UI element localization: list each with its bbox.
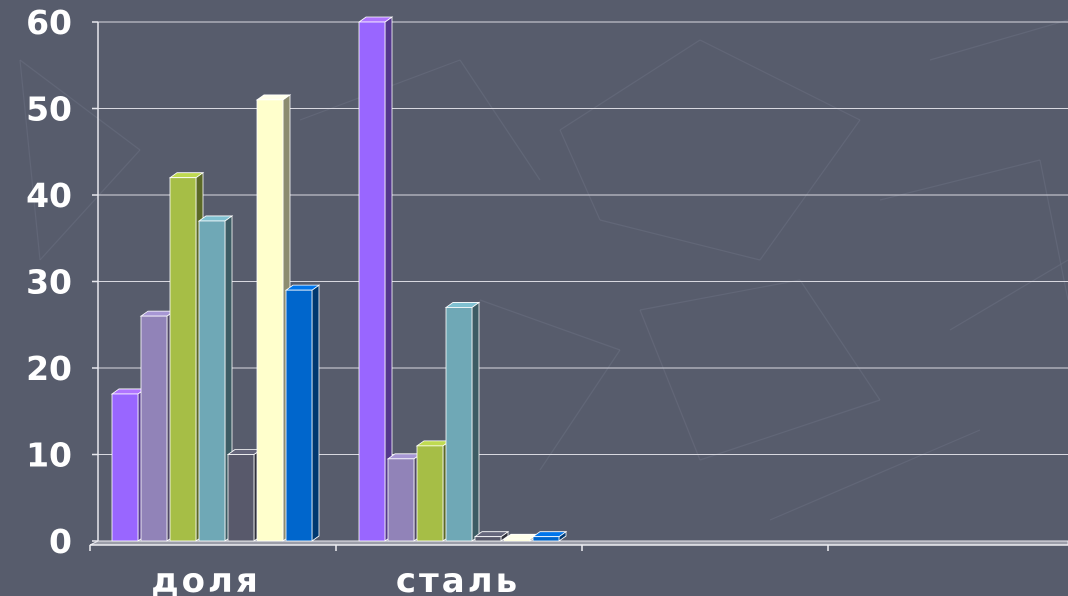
bar [139, 310, 176, 542]
bar-front [532, 536, 560, 542]
decoration-line [539, 349, 621, 471]
bar-front [198, 220, 226, 542]
x-tick-label: доля [151, 561, 261, 596]
decoration-line [949, 259, 1068, 331]
bar [110, 388, 147, 542]
bar [255, 94, 292, 542]
y-tick-label: 40 [26, 176, 72, 215]
bar-front [387, 458, 415, 542]
decoration-line [599, 219, 761, 261]
bar [386, 453, 423, 542]
bar [444, 301, 481, 542]
decoration-line [799, 279, 881, 401]
bar [531, 530, 568, 542]
decoration-line [699, 39, 861, 121]
y-tick-label: 50 [26, 90, 72, 129]
bar-front [358, 21, 386, 542]
x-axis-labels: доля сталь [151, 561, 520, 596]
decoration-line [459, 59, 541, 181]
axes [89, 21, 1068, 551]
bar-front [140, 315, 168, 542]
bar-side [471, 301, 480, 542]
decoration-line [639, 279, 801, 311]
decoration-line [699, 399, 881, 461]
bar [357, 16, 394, 542]
bar-front [445, 307, 473, 542]
bar-front [503, 538, 531, 542]
bar [415, 440, 452, 542]
y-axis-ticks: 0 10 20 30 40 50 60 [26, 3, 72, 561]
decoration-line [19, 59, 141, 151]
bar [197, 215, 234, 542]
bar [226, 448, 263, 542]
bar-front [256, 99, 284, 542]
decoration-line [639, 309, 701, 461]
bar-side [311, 284, 320, 542]
background-decoration [19, 19, 1068, 521]
y-tick-label: 0 [49, 522, 72, 561]
bar [502, 533, 539, 542]
y-tick-label: 60 [26, 3, 72, 42]
bar-front [474, 536, 502, 542]
y-tick-label: 20 [26, 349, 72, 388]
x-tick-label: сталь [396, 561, 520, 596]
bar [284, 284, 321, 542]
decoration-line [559, 39, 701, 131]
y-tick-label: 10 [26, 436, 72, 475]
bar-front [169, 177, 197, 542]
bar-front [111, 393, 139, 542]
decoration-line [19, 59, 41, 261]
bar-front [416, 445, 444, 542]
bars [110, 16, 568, 542]
gridlines [98, 21, 1068, 455]
decoration-line [479, 299, 621, 351]
decoration-line [929, 19, 1068, 61]
decoration-line [759, 119, 861, 261]
decoration-line [769, 429, 981, 521]
bar-front [227, 454, 255, 542]
chart-floor [89, 540, 1068, 546]
y-tick-label: 30 [26, 263, 72, 302]
decoration-line [1039, 159, 1068, 301]
decoration-line [559, 129, 601, 221]
bar [473, 530, 510, 542]
bar [168, 171, 205, 542]
bar-front [285, 289, 313, 542]
decoration-line [879, 159, 1041, 201]
decoration-line [39, 149, 141, 261]
